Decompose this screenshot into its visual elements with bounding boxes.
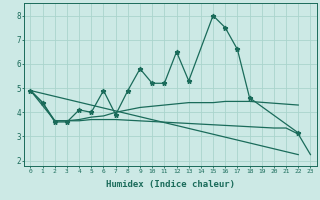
X-axis label: Humidex (Indice chaleur): Humidex (Indice chaleur) (106, 180, 235, 189)
